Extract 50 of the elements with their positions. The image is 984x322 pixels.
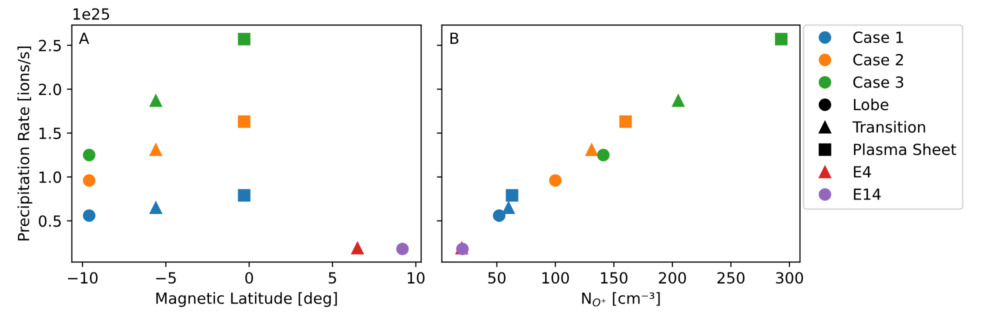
point <box>502 201 515 214</box>
point <box>238 115 250 128</box>
x-axis-title: Magnetic Latitude [deg] <box>156 292 337 307</box>
point <box>549 174 562 187</box>
legend-label: Lobe <box>854 98 888 110</box>
point <box>619 115 632 128</box>
point <box>150 201 162 214</box>
x-tick-label: 100 <box>542 272 569 284</box>
x-tick-label: 300 <box>776 272 804 284</box>
y-tick-label: 2.0 <box>38 84 62 96</box>
annotation: B <box>450 32 458 44</box>
legend-label: E4 <box>854 166 871 178</box>
y-tick-label: 1.0 <box>39 171 62 183</box>
point <box>150 94 162 107</box>
point <box>351 242 364 254</box>
x-tick-label: −5 <box>156 272 176 284</box>
x-axis-title: N$_{O⁺}$ [cm⁻³] <box>582 292 660 306</box>
x-tick-label: 50 <box>488 272 506 284</box>
legend-label: Case 3 <box>853 76 904 88</box>
point <box>506 189 518 202</box>
point <box>82 209 96 222</box>
point <box>492 209 506 222</box>
point <box>672 94 685 107</box>
point <box>238 32 250 46</box>
annotation: A <box>78 32 90 44</box>
x-tick-label: 200 <box>658 272 686 284</box>
y-tick-label: 2.5 <box>38 40 61 52</box>
legend-label: Case 1 <box>853 31 904 44</box>
point <box>775 32 788 46</box>
point <box>585 144 598 156</box>
legend-label: Transition <box>852 120 926 133</box>
x-tick-label: 5 <box>328 272 336 284</box>
point <box>150 144 162 156</box>
point <box>597 148 610 162</box>
y-tick-label: 0.5 <box>38 215 61 227</box>
x-tick-label: 0 <box>245 272 254 284</box>
legend-label: Plasma Sheet <box>854 143 956 156</box>
point <box>82 174 96 187</box>
point <box>82 148 96 162</box>
x-tick-label: 150 <box>600 272 628 284</box>
y-axis-title: Precipitation Rate [ions/s] <box>17 46 32 240</box>
y-tick-label: 1.5 <box>39 128 61 140</box>
legend-label: E14 <box>854 188 881 200</box>
text: 1e25 <box>74 8 110 20</box>
legend-label: Case 2 <box>853 54 903 66</box>
point <box>238 189 250 202</box>
x-tick-label: 10 <box>408 272 425 284</box>
x-tick-label: 250 <box>717 272 744 284</box>
x-tick-label: −10 <box>68 272 98 284</box>
point <box>396 242 409 256</box>
